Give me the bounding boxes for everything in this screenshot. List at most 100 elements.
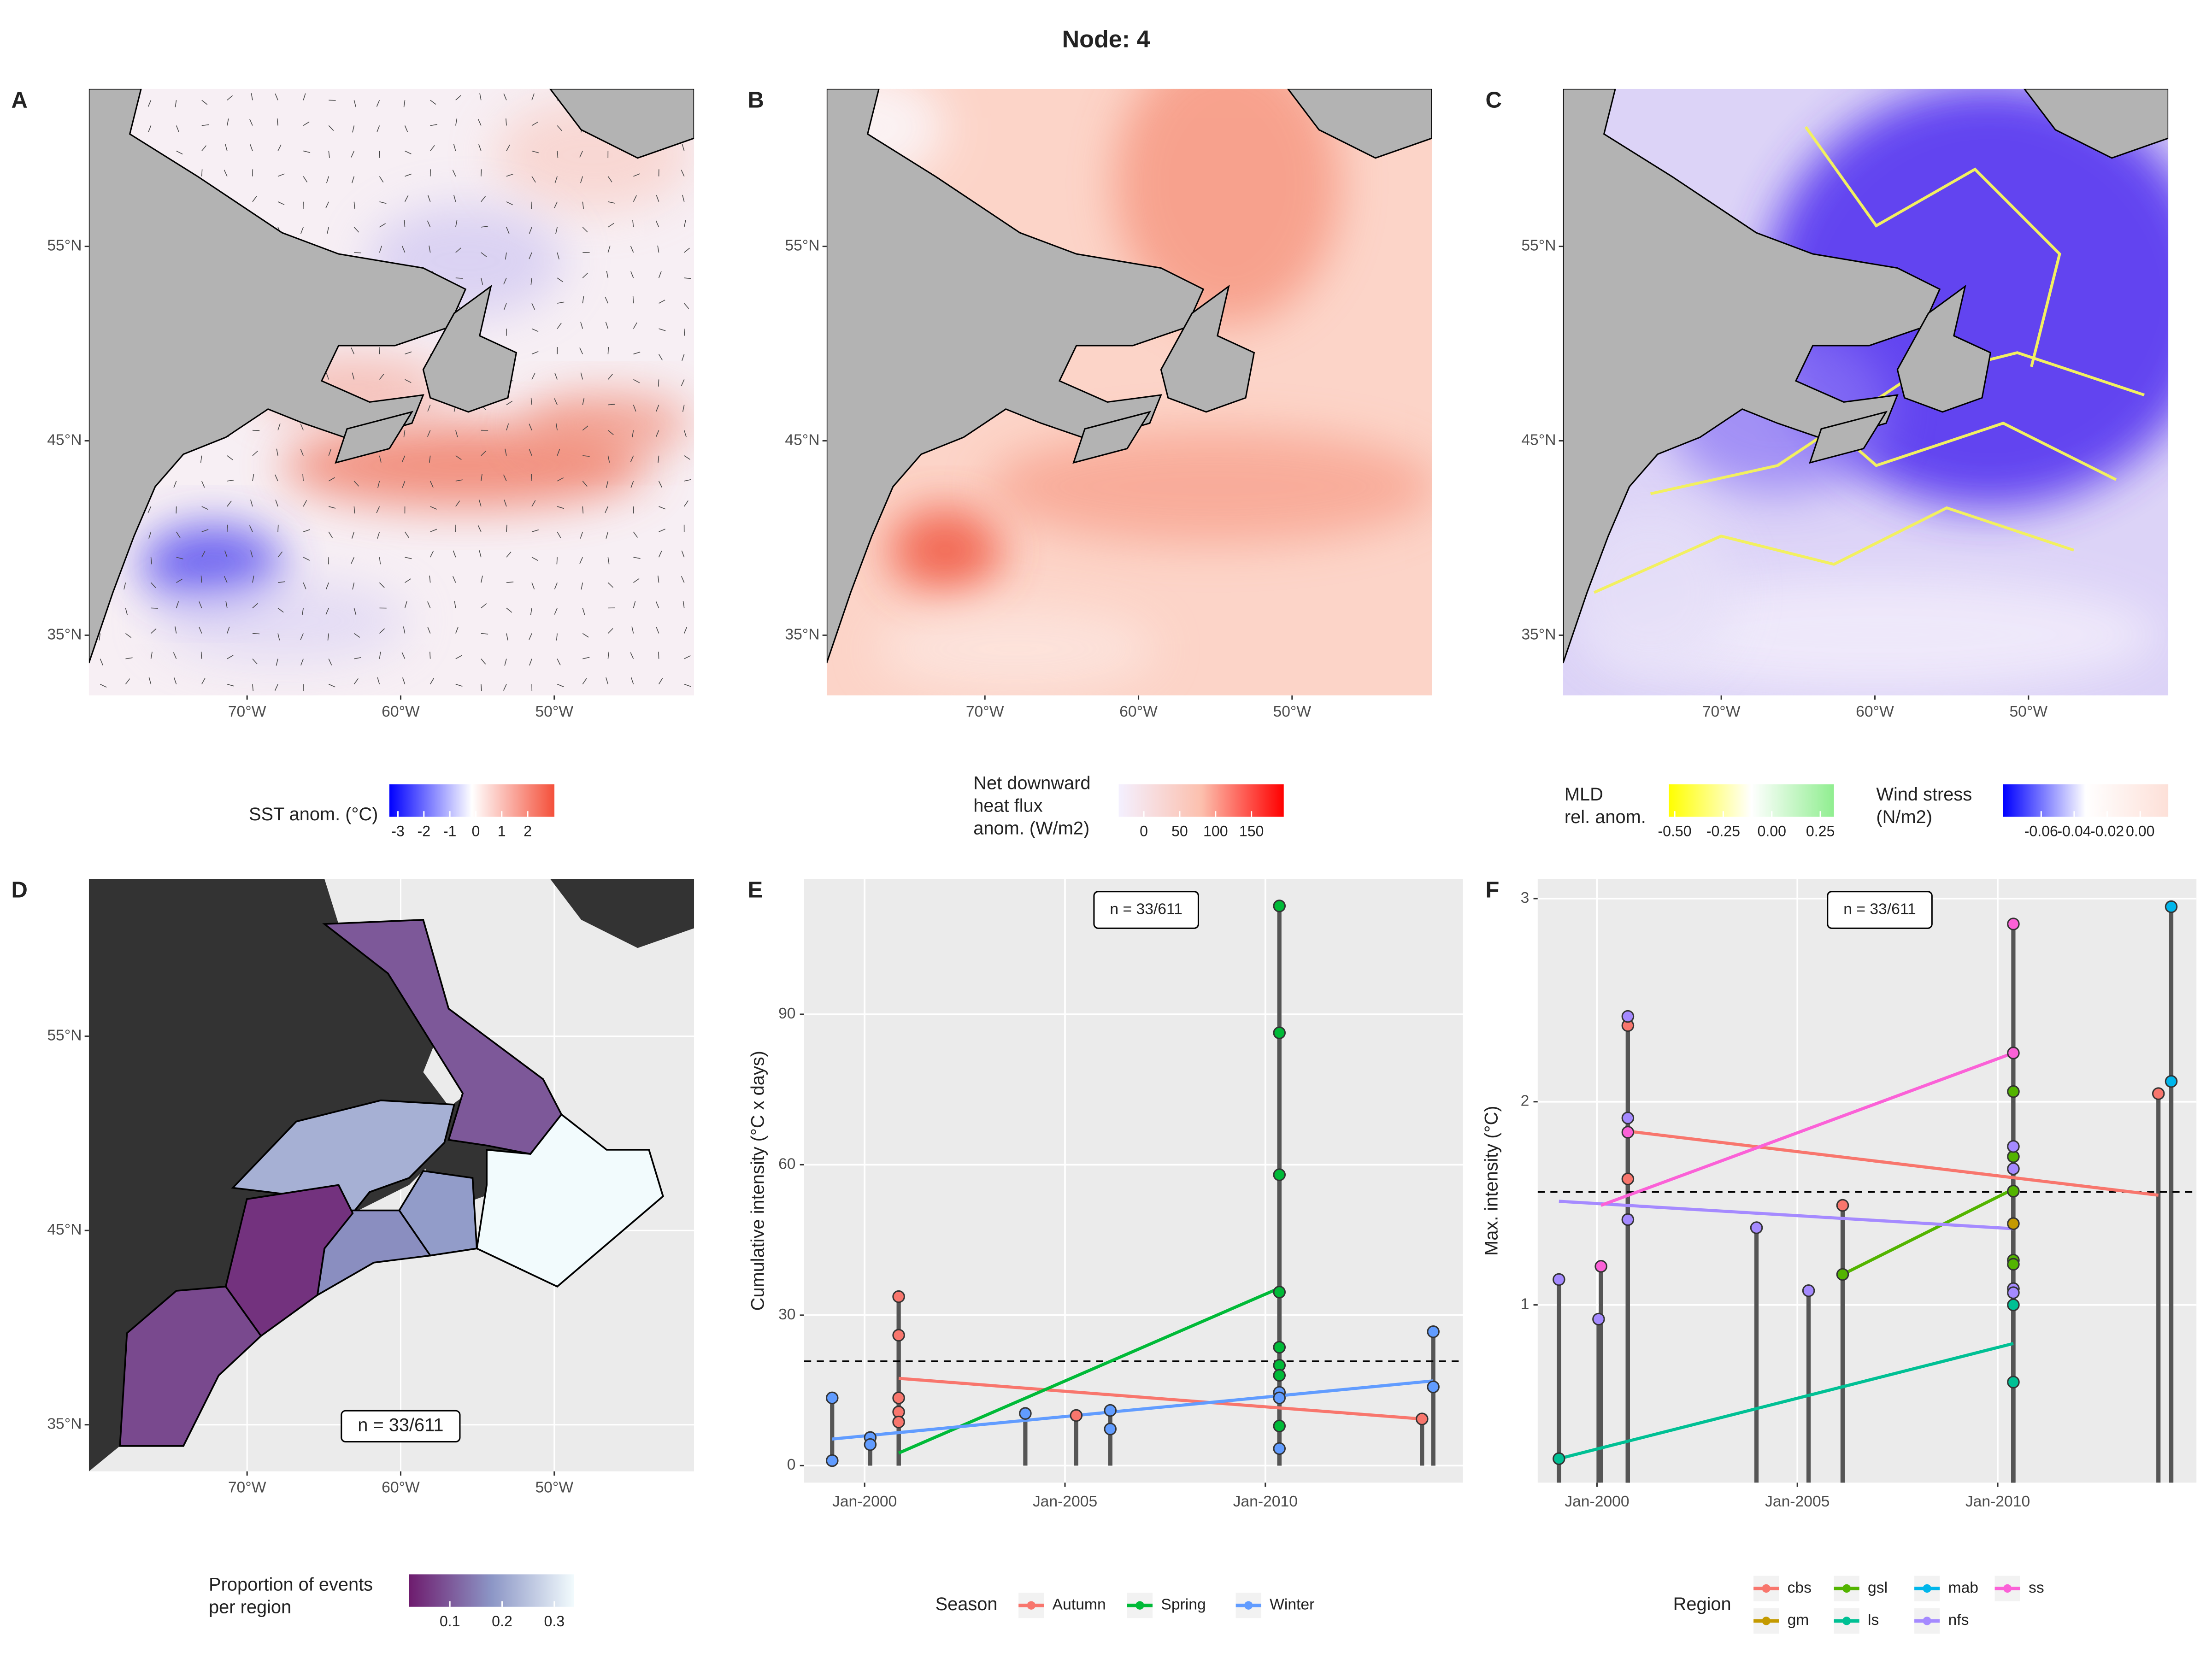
wind-vector xyxy=(531,150,539,153)
annotation-box xyxy=(1093,891,1199,929)
y-tick-label: 45°N xyxy=(785,431,819,448)
wind-vector xyxy=(227,500,232,507)
wind-vector xyxy=(682,354,685,361)
panel-label: E xyxy=(747,878,763,903)
wind-vector xyxy=(351,151,355,158)
point xyxy=(1621,1112,1635,1124)
wind-vector xyxy=(481,169,482,176)
wind-vector xyxy=(277,607,284,613)
wind-vector xyxy=(329,506,336,509)
legend-label: mab xyxy=(1948,1579,1978,1596)
wind-vector xyxy=(531,373,535,380)
y-tick-label: 55°N xyxy=(47,237,82,254)
wind-vector xyxy=(658,353,663,360)
wind-vector xyxy=(582,608,585,615)
wind-vector xyxy=(455,500,460,507)
wind-vector xyxy=(607,557,610,565)
wind-vector xyxy=(529,449,532,456)
x-tick-label: 60°W xyxy=(1119,703,1158,720)
wind-vector xyxy=(531,557,538,561)
wind-vector xyxy=(353,100,356,107)
land xyxy=(88,88,467,664)
wind-vector xyxy=(303,93,306,100)
point xyxy=(1104,1404,1117,1417)
wind-vector xyxy=(582,296,584,304)
legend-point xyxy=(1923,1617,1931,1625)
region xyxy=(224,1184,354,1337)
wind-vector xyxy=(252,474,254,482)
wind-vector xyxy=(351,531,355,539)
y-tick-label: 3 xyxy=(1521,889,1530,906)
wind-vector xyxy=(379,374,384,380)
wind-vector xyxy=(379,557,381,565)
wind-vector xyxy=(148,125,152,132)
wind-vector xyxy=(479,550,482,558)
wind-vector xyxy=(531,474,532,481)
point xyxy=(1553,1273,1565,1286)
wind-vector xyxy=(633,531,638,538)
colorbar xyxy=(1669,784,1834,817)
wind-vector xyxy=(503,684,507,691)
wind-vector xyxy=(481,659,486,665)
wind-vector xyxy=(328,531,333,538)
wind-vector xyxy=(402,677,406,684)
wind-vector xyxy=(353,481,359,487)
y-tick-label: 55°N xyxy=(47,1027,82,1044)
wind-vector xyxy=(252,429,260,431)
wind-vector xyxy=(430,124,437,126)
x-tick-label: 70°W xyxy=(966,703,1004,720)
wind-vector xyxy=(429,245,431,253)
wind-vector xyxy=(503,277,507,285)
wind-vector xyxy=(477,119,482,126)
colorbar xyxy=(1118,784,1284,817)
land xyxy=(550,879,694,948)
wind-vector xyxy=(531,303,535,310)
wind-vector xyxy=(277,144,282,151)
point xyxy=(1594,1260,1607,1273)
wind-vector xyxy=(579,151,583,158)
x-tick-label: 50°W xyxy=(535,703,573,720)
wind-vector xyxy=(225,144,228,151)
wind-vector xyxy=(404,125,408,132)
wind-vector xyxy=(455,220,458,227)
legend-point xyxy=(1842,1617,1851,1625)
point xyxy=(2007,1258,2020,1271)
wind-vector xyxy=(353,201,355,209)
wind-vector xyxy=(427,626,431,634)
wind-vector xyxy=(557,477,564,482)
wind-vector xyxy=(404,601,407,608)
wind-vector xyxy=(582,481,588,487)
point xyxy=(1621,1172,1635,1186)
x-tick-label: Jan-2005 xyxy=(1765,1493,1830,1510)
land xyxy=(549,88,694,159)
wind-vector xyxy=(429,169,431,176)
wind-vector xyxy=(352,125,355,133)
plot-area xyxy=(1537,879,2197,1483)
wind-vector xyxy=(658,271,662,278)
point xyxy=(1553,1452,1565,1465)
wind-vector xyxy=(554,398,558,405)
legend-point xyxy=(1027,1601,1035,1610)
panel-label: F xyxy=(1485,878,1499,903)
wind-vector xyxy=(582,678,587,685)
trend-line xyxy=(898,1377,1423,1421)
point xyxy=(892,1391,905,1405)
wind-vector xyxy=(506,423,509,430)
wind-vector xyxy=(659,300,665,304)
y-tick-label: 90 xyxy=(778,1005,795,1022)
wind-vector xyxy=(455,655,462,659)
wind-vector xyxy=(557,323,562,329)
wind-vector xyxy=(557,277,564,282)
wind-vector xyxy=(633,601,636,608)
wind-vector xyxy=(353,608,357,615)
wind-vector xyxy=(325,582,329,589)
point xyxy=(2007,1286,2020,1299)
wind-vector xyxy=(176,150,183,155)
wind-vector xyxy=(555,227,558,234)
wind-vector xyxy=(633,405,636,412)
wind-vector xyxy=(404,531,409,538)
wind-vector xyxy=(630,481,634,488)
colorbar-tick-label: 0.2 xyxy=(492,1613,512,1630)
land xyxy=(826,88,1205,664)
